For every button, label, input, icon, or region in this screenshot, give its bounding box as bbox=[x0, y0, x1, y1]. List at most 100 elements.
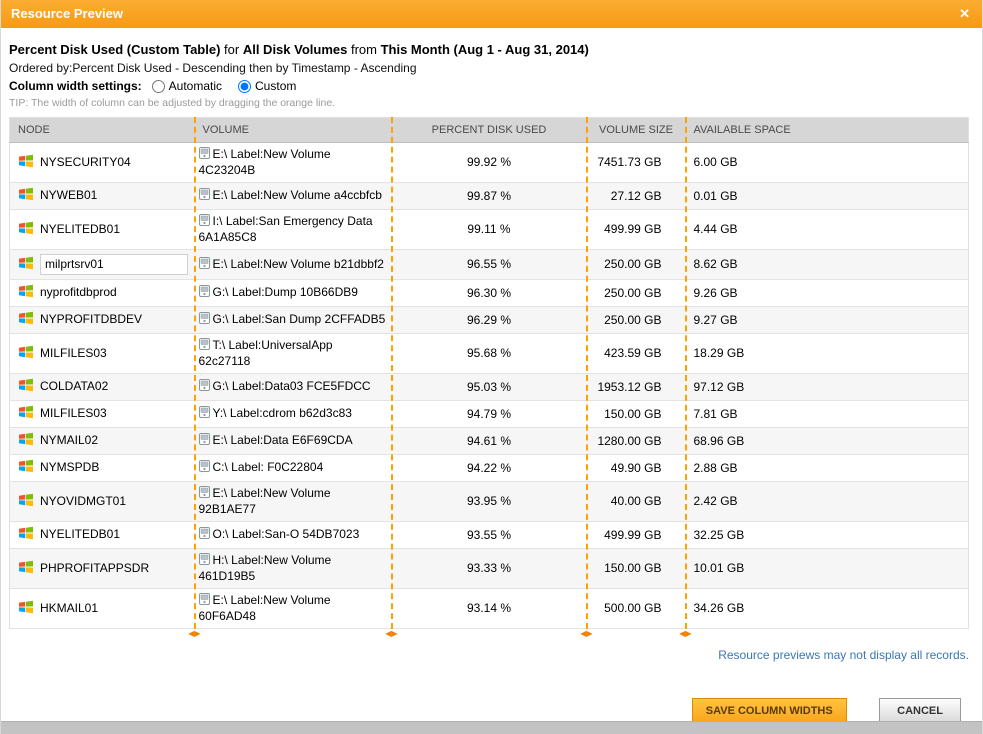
column-resize-line-4[interactable] bbox=[685, 117, 687, 629]
column-header-available: AVAILABLE SPACE bbox=[685, 117, 969, 143]
save-column-widths-button[interactable]: SAVE COLUMN WIDTHS bbox=[691, 698, 847, 721]
dialog-title: Resource Preview bbox=[11, 6, 124, 21]
percent-disk-used-cell: 93.95 % bbox=[391, 481, 587, 522]
volume-name: E:\ Label:New Volume a4ccbfcb bbox=[212, 188, 382, 202]
close-icon[interactable]: ✕ bbox=[959, 6, 970, 21]
column-resize-line-1[interactable] bbox=[194, 117, 196, 629]
node-name: NYMAIL02 bbox=[40, 433, 99, 447]
node-cell[interactable]: HKMAIL01 bbox=[9, 588, 195, 629]
column-drag-handle-1[interactable]: ◀▶ bbox=[188, 629, 201, 638]
node-name: NYOVIDMGT01 bbox=[40, 493, 127, 508]
percent-disk-used-cell: 95.03 % bbox=[391, 373, 587, 401]
volume-cell[interactable]: G:\ Label:Dump 10B66DB9 bbox=[194, 279, 392, 307]
volume-size-cell: 499.99 GB bbox=[586, 521, 686, 549]
dialog-body: Percent Disk Used (Custom Table) for All… bbox=[1, 28, 982, 721]
resource-period: This Month (Aug 1 - Aug 31, 2014) bbox=[380, 42, 589, 57]
node-cell[interactable]: NYMAIL02 bbox=[9, 427, 195, 455]
volume-name: E:\ Label:New Volume b21dbbf2 bbox=[212, 256, 384, 271]
volume-cell[interactable]: I:\ Label:San Emergency Data 6A1A85C8 bbox=[194, 209, 392, 250]
node-name: HKMAIL01 bbox=[40, 600, 99, 615]
node-name[interactable]: milprtsrv01 bbox=[40, 254, 188, 275]
radio-automatic[interactable]: Automatic bbox=[151, 79, 222, 93]
node-cell[interactable]: NYPROFITDBDEV bbox=[9, 306, 195, 334]
node-cell[interactable]: NYELITEDB01 bbox=[9, 209, 195, 250]
available-space-cell: 9.26 GB bbox=[685, 279, 969, 307]
node-cell[interactable]: MILFILES03 bbox=[9, 333, 195, 374]
column-drag-handle-3[interactable]: ◀▶ bbox=[580, 629, 593, 638]
volume-size-cell: 250.00 GB bbox=[586, 306, 686, 334]
node-cell[interactable]: NYOVIDMGT01 bbox=[9, 481, 195, 522]
percent-disk-used-cell: 93.55 % bbox=[391, 521, 587, 549]
node-name: NYWEB01 bbox=[40, 188, 98, 202]
volume-size-cell: 423.59 GB bbox=[586, 333, 686, 374]
node-name: nyprofitdbprod bbox=[40, 285, 117, 299]
volume-name: G:\ Label:San Dump 2CFFADB5 bbox=[212, 312, 386, 326]
column-resize-line-2[interactable] bbox=[391, 117, 393, 629]
volume-cell[interactable]: G:\ Label:San Dump 2CFFADB5 bbox=[194, 306, 392, 334]
volume-name: E:\ Label:New Volume 4C23204B bbox=[198, 147, 331, 177]
node-cell[interactable]: nyprofitdbprod bbox=[9, 279, 195, 307]
node-cell[interactable]: NYSECURITY04 bbox=[9, 142, 195, 183]
volume-cell[interactable]: H:\ Label:New Volume 461D19B5 bbox=[194, 548, 392, 589]
available-space-cell: 18.29 GB bbox=[685, 333, 969, 374]
table-row: NYMAIL02 E:\ Label:Data E6F69CDA 94.61 % 12… bbox=[9, 427, 969, 455]
volume-cell[interactable]: O:\ Label:San-O 54DB7023 bbox=[194, 521, 392, 549]
node-cell[interactable]: MILFILES03 bbox=[9, 400, 195, 428]
for-text: for bbox=[220, 42, 243, 57]
volume-name: O:\ Label:San-O 54DB7023 bbox=[212, 527, 360, 541]
volume-name: E:\ Label:Data E6F69CDA bbox=[212, 433, 353, 447]
radio-custom[interactable]: Custom bbox=[238, 79, 296, 93]
cancel-button[interactable]: CANCEL bbox=[879, 698, 961, 721]
volume-cell[interactable]: Y:\ Label:cdrom b62d3c83 bbox=[194, 400, 392, 428]
disk-icon bbox=[198, 460, 210, 476]
volume-size-cell: 499.99 GB bbox=[586, 209, 686, 250]
volume-cell[interactable]: E:\ Label:New Volume 4C23204B bbox=[194, 142, 392, 183]
node-cell[interactable]: NYELITEDB01 bbox=[9, 521, 195, 549]
disk-icon bbox=[198, 188, 210, 204]
column-header-size: VOLUME SIZE bbox=[586, 117, 686, 143]
volume-name: G:\ Label:Data03 FCE5FDCC bbox=[212, 379, 371, 393]
volume-cell[interactable]: E:\ Label:New Volume 60F6AD48 bbox=[194, 588, 392, 629]
table-row: PHPROFITAPPSDR H:\ Label:New Volume 461D1… bbox=[9, 548, 969, 589]
node-cell[interactable]: PHPROFITAPPSDR bbox=[9, 548, 195, 589]
percent-disk-used-cell: 96.30 % bbox=[391, 279, 587, 307]
disk-icon bbox=[198, 433, 210, 449]
node-cell[interactable]: COLDATA02 bbox=[9, 373, 195, 401]
column-resize-line-3[interactable] bbox=[586, 117, 588, 629]
available-space-cell: 97.12 GB bbox=[685, 373, 969, 401]
volume-size-cell: 250.00 GB bbox=[586, 279, 686, 307]
node-cell[interactable]: milprtsrv01 bbox=[9, 249, 195, 280]
disk-icon bbox=[198, 214, 210, 230]
radio-automatic-input[interactable] bbox=[151, 79, 165, 93]
volume-cell[interactable]: T:\ Label:UniversalApp 62c27118 bbox=[194, 333, 392, 374]
volume-cell[interactable]: E:\ Label:New Volume a4ccbfcb bbox=[194, 182, 392, 210]
available-space-cell: 7.81 GB bbox=[685, 400, 969, 428]
windows-node-icon bbox=[18, 284, 34, 302]
ordered-by-text: Ordered by:Percent Disk Used - Descendin… bbox=[9, 61, 417, 75]
volume-size-cell: 1280.00 GB bbox=[586, 427, 686, 455]
node-name: NYPROFITDBDEV bbox=[40, 312, 143, 326]
node-name: MILFILES03 bbox=[40, 406, 107, 420]
volume-name: E:\ Label:New Volume 60F6AD48 bbox=[198, 593, 331, 623]
column-drag-handle-2[interactable]: ◀▶ bbox=[385, 629, 398, 638]
table-row: nyprofitdbprod G:\ Label:Dump 10B66DB9 96.… bbox=[9, 279, 969, 307]
volume-cell[interactable]: G:\ Label:Data03 FCE5FDCC bbox=[194, 373, 392, 401]
windows-node-icon bbox=[18, 600, 34, 618]
volume-cell[interactable]: E:\ Label:Data E6F69CDA bbox=[194, 427, 392, 455]
column-drag-handle-4[interactable]: ◀▶ bbox=[679, 629, 692, 638]
volume-cell[interactable]: C:\ Label: F0C22804 bbox=[194, 454, 392, 482]
table-row: COLDATA02 G:\ Label:Data03 FCE5FDCC 95.03 … bbox=[9, 373, 969, 401]
disk-icon bbox=[198, 527, 210, 543]
volume-cell[interactable]: E:\ Label:New Volume 92B1AE77 bbox=[194, 481, 392, 522]
node-cell[interactable]: NYMSPDB bbox=[9, 454, 195, 482]
node-name: NYELITEDB01 bbox=[40, 527, 121, 541]
node-cell[interactable]: NYWEB01 bbox=[9, 182, 195, 210]
radio-custom-input[interactable] bbox=[238, 79, 252, 93]
percent-disk-used-cell: 96.55 % bbox=[391, 249, 587, 280]
table-row: NYOVIDMGT01 E:\ Label:New Volume 92B1AE77… bbox=[9, 481, 969, 522]
radio-custom-label: Custom bbox=[255, 79, 297, 93]
disk-icon bbox=[198, 338, 210, 354]
dialog-titlebar: Resource Preview ✕ bbox=[1, 0, 982, 28]
percent-disk-used-cell: 99.11 % bbox=[391, 209, 587, 250]
volume-cell[interactable]: E:\ Label:New Volume b21dbbf2 bbox=[194, 249, 392, 280]
